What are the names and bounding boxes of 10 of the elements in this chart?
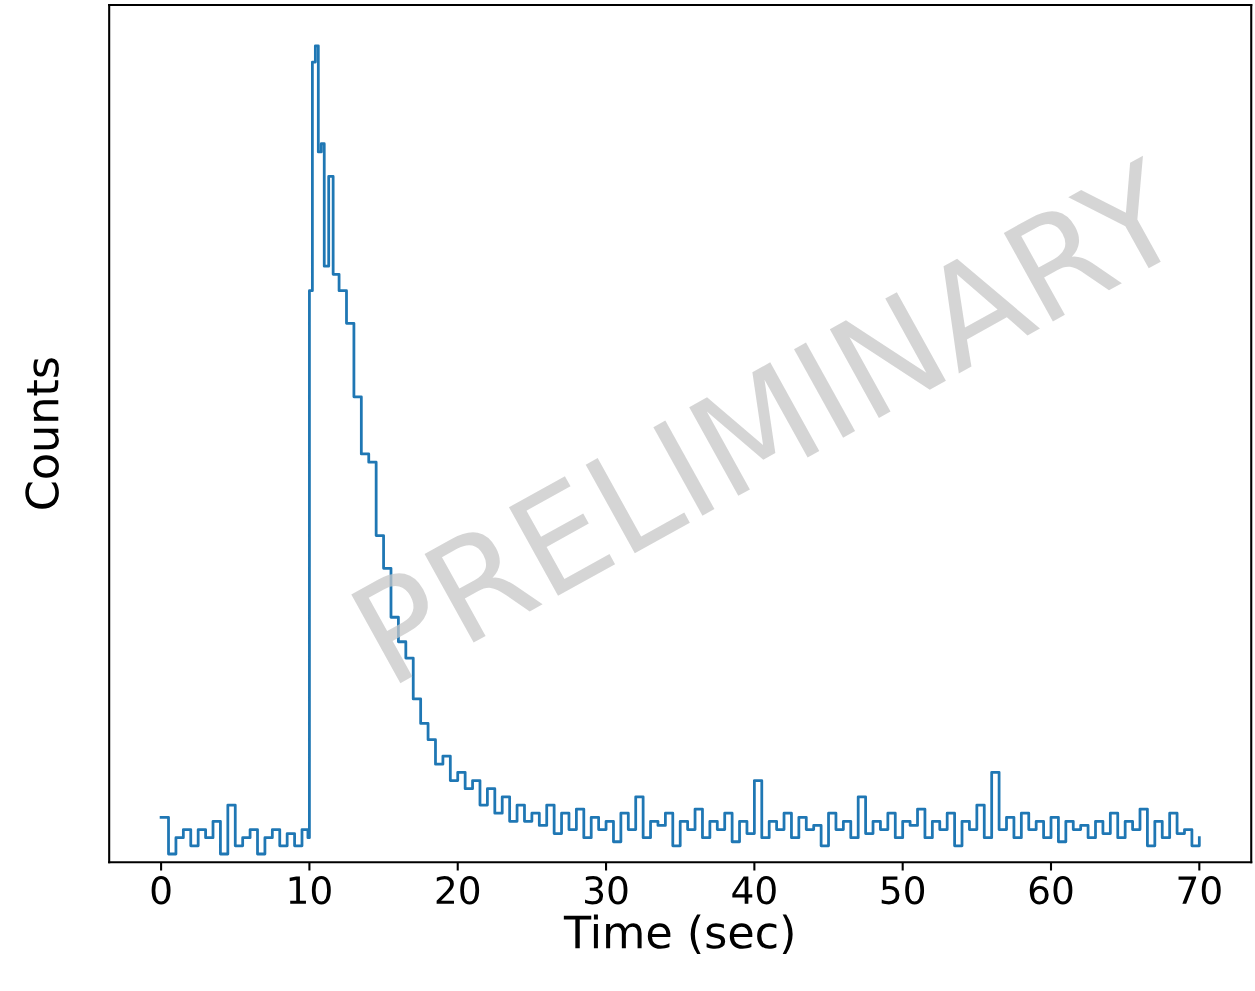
y-axis-title: Counts xyxy=(25,358,59,509)
x-tick-label: 50 xyxy=(881,876,925,905)
x-tick-label: 70 xyxy=(1178,876,1221,905)
x-tick-label: 20 xyxy=(436,876,480,905)
x-tick-label: 0 xyxy=(151,876,171,905)
x-tick-label: 40 xyxy=(732,876,776,905)
x-tick-label: 60 xyxy=(1029,876,1073,905)
x-tick-label: 10 xyxy=(289,876,331,905)
x-tick-label: 30 xyxy=(585,876,628,905)
x-axis-title: Time (sec) xyxy=(563,914,793,955)
